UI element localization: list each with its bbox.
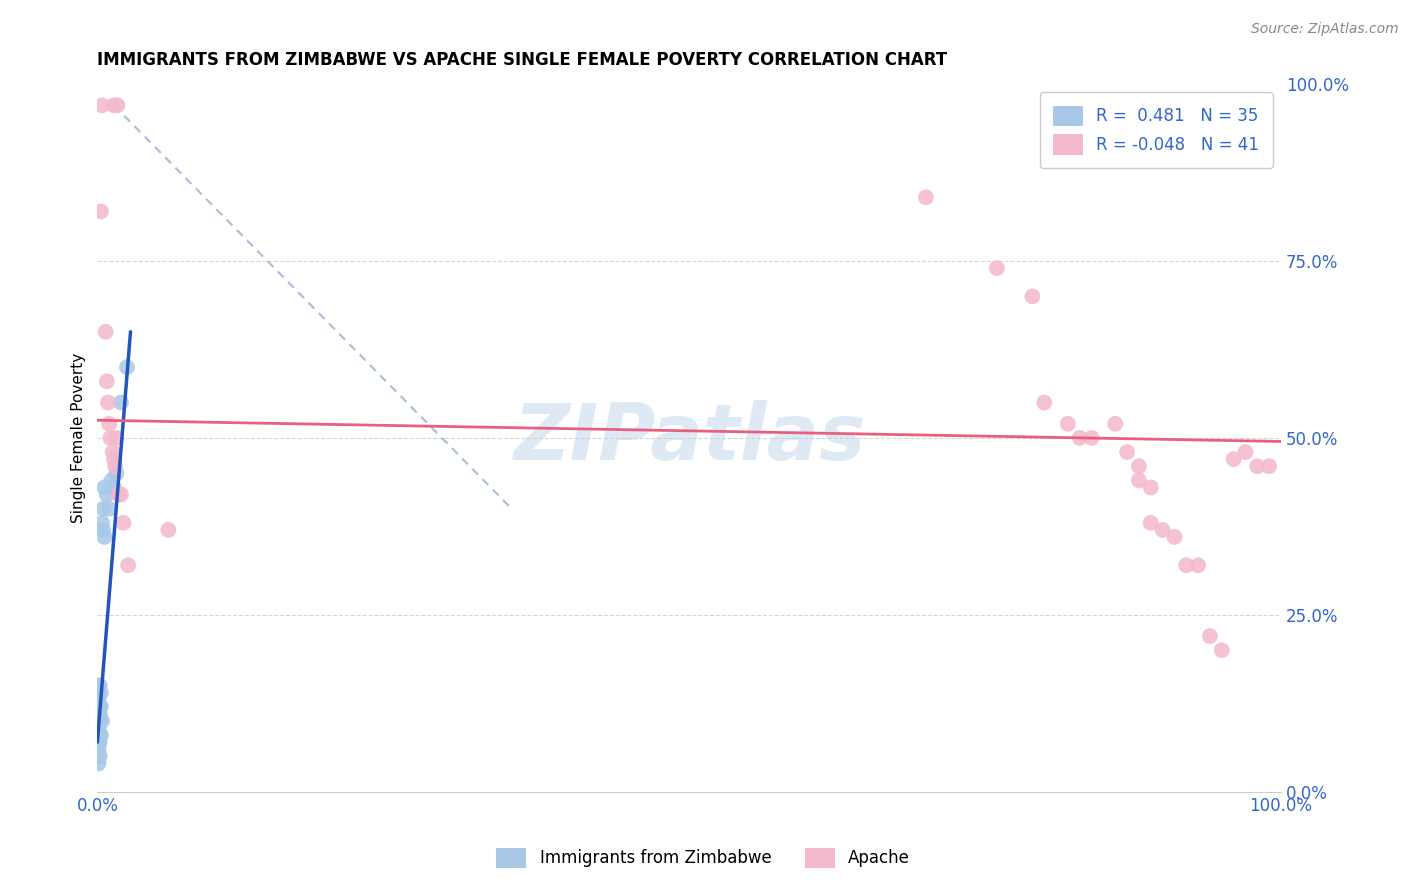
Point [89, 735, 111, 749]
Point [91, 501, 114, 516]
Point [1128, 459, 1150, 474]
Point [91, 516, 114, 530]
Point [1069, 431, 1091, 445]
Point [98, 501, 121, 516]
Point [1211, 643, 1233, 657]
Point [986, 261, 1008, 276]
Point [1234, 445, 1257, 459]
Point [110, 487, 132, 501]
Point [87, 692, 110, 706]
Point [1258, 459, 1281, 474]
Point [105, 467, 128, 481]
Point [103, 480, 125, 494]
Point [96, 374, 118, 388]
Point [110, 395, 132, 409]
Point [90, 686, 112, 700]
Point [91, 98, 114, 112]
Point [112, 516, 135, 530]
Text: IMMIGRANTS FROM ZIMBABWE VS APACHE SINGLE FEMALE POVERTY CORRELATION CHART: IMMIGRANTS FROM ZIMBABWE VS APACHE SINGL… [97, 51, 948, 69]
Point [91, 523, 114, 537]
Point [89, 679, 111, 693]
Point [91, 714, 114, 728]
Point [93, 480, 115, 494]
Text: ZIPatlas: ZIPatlas [513, 400, 865, 476]
Point [115, 360, 138, 375]
Point [94, 325, 117, 339]
Point [915, 190, 938, 204]
Point [1152, 523, 1174, 537]
Point [89, 699, 111, 714]
Point [1139, 480, 1161, 494]
Point [90, 204, 112, 219]
Point [1116, 445, 1139, 459]
Point [89, 714, 111, 728]
Point [89, 749, 111, 764]
Point [96, 487, 118, 501]
Point [87, 756, 110, 771]
Point [87, 706, 110, 721]
Point [87, 735, 110, 749]
Text: Source: ZipAtlas.com: Source: ZipAtlas.com [1251, 22, 1399, 37]
Y-axis label: Single Female Poverty: Single Female Poverty [72, 353, 86, 523]
Point [1104, 417, 1126, 431]
Point [107, 487, 129, 501]
Point [103, 452, 125, 467]
Point [1163, 530, 1185, 544]
Point [87, 679, 110, 693]
Point [87, 742, 110, 756]
Point [1057, 417, 1080, 431]
Point [1128, 474, 1150, 488]
Point [1246, 459, 1268, 474]
Point [105, 431, 128, 445]
Point [87, 721, 110, 735]
Legend: Immigrants from Zimbabwe, Apache: Immigrants from Zimbabwe, Apache [489, 841, 917, 875]
Point [101, 445, 124, 459]
Point [89, 728, 111, 742]
Point [93, 530, 115, 544]
Point [1187, 558, 1209, 573]
Point [87, 714, 110, 728]
Point [87, 699, 110, 714]
Point [98, 431, 121, 445]
Point [1222, 452, 1244, 467]
Point [97, 395, 120, 409]
Point [1139, 516, 1161, 530]
Point [157, 523, 180, 537]
Point [100, 474, 122, 488]
Point [1080, 431, 1102, 445]
Point [98, 417, 121, 431]
Point [107, 98, 129, 112]
Point [87, 686, 110, 700]
Point [1199, 629, 1222, 643]
Point [103, 98, 125, 112]
Legend: R =  0.481   N = 35, R = -0.048   N = 41: R = 0.481 N = 35, R = -0.048 N = 41 [1040, 93, 1272, 168]
Point [1175, 558, 1198, 573]
Point [104, 459, 127, 474]
Point [1021, 289, 1043, 303]
Point [87, 728, 110, 742]
Point [1033, 395, 1056, 409]
Point [87, 749, 110, 764]
Point [90, 728, 112, 742]
Point [89, 706, 111, 721]
Point [117, 558, 139, 573]
Point [90, 699, 112, 714]
